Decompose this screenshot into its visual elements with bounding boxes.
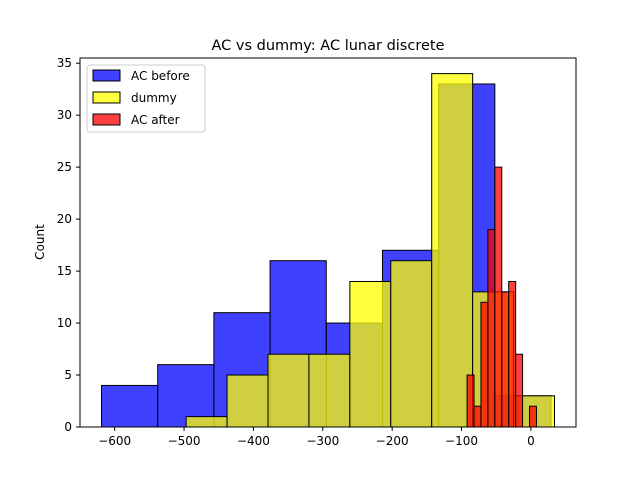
x-tick-label: −400 bbox=[237, 434, 270, 448]
y-axis-ticks: 0 5 10 15 20 25 30 35 bbox=[57, 56, 80, 434]
bar-dummy-6 bbox=[431, 73, 474, 428]
bar-ac-after-9 bbox=[529, 405, 537, 428]
bar-dummy-2 bbox=[267, 353, 310, 428]
y-tick-label: 35 bbox=[57, 56, 72, 70]
x-tick-label: −300 bbox=[306, 434, 339, 448]
bar-ac-before-0 bbox=[101, 384, 159, 428]
bar-ac-after-6 bbox=[508, 280, 517, 428]
x-tick-label: −500 bbox=[168, 434, 201, 448]
bar-ac-after-4 bbox=[494, 166, 503, 428]
bar-ac-after-2 bbox=[480, 301, 489, 428]
y-tick-label: 10 bbox=[57, 316, 72, 330]
y-tick-label: 25 bbox=[57, 160, 72, 174]
legend-label: AC after bbox=[131, 113, 180, 127]
bar-dummy-3 bbox=[308, 353, 351, 428]
y-tick-label: 0 bbox=[64, 420, 72, 434]
y-tick-label: 20 bbox=[57, 212, 72, 226]
bar-dummy-4 bbox=[349, 280, 392, 428]
legend-label: AC before bbox=[131, 69, 190, 83]
x-axis-ticks: −600 −500 −400 −300 −200 −100 0 bbox=[98, 427, 535, 448]
x-tick-label: −200 bbox=[376, 434, 409, 448]
legend-swatch bbox=[92, 113, 121, 126]
legend: AC before dummy AC after bbox=[86, 64, 206, 133]
chart-title: AC vs dummy: AC lunar discrete bbox=[212, 38, 445, 54]
x-tick-label: −100 bbox=[445, 434, 478, 448]
legend-label: dummy bbox=[131, 91, 177, 105]
bar-dummy-5 bbox=[390, 260, 433, 428]
bar-dummy-0 bbox=[185, 416, 228, 428]
x-tick-label: 0 bbox=[527, 434, 535, 448]
bar-ac-after-5 bbox=[501, 291, 510, 428]
x-tick-label: −600 bbox=[98, 434, 131, 448]
legend-swatch bbox=[92, 91, 121, 104]
y-tick-label: 30 bbox=[57, 108, 72, 122]
y-tick-label: 15 bbox=[57, 264, 72, 278]
legend-swatch bbox=[92, 69, 121, 82]
bar-dummy-1 bbox=[226, 374, 269, 428]
bar-ac-after-7 bbox=[515, 353, 524, 428]
plot-frame bbox=[79, 57, 577, 428]
bar-ac-after-0 bbox=[466, 374, 475, 428]
bar-ac-after-1 bbox=[473, 405, 482, 428]
y-axis-label: Count bbox=[33, 224, 47, 260]
y-tick-label: 5 bbox=[64, 368, 72, 382]
bars-layer bbox=[101, 73, 555, 428]
bar-ac-after-3 bbox=[487, 229, 496, 428]
